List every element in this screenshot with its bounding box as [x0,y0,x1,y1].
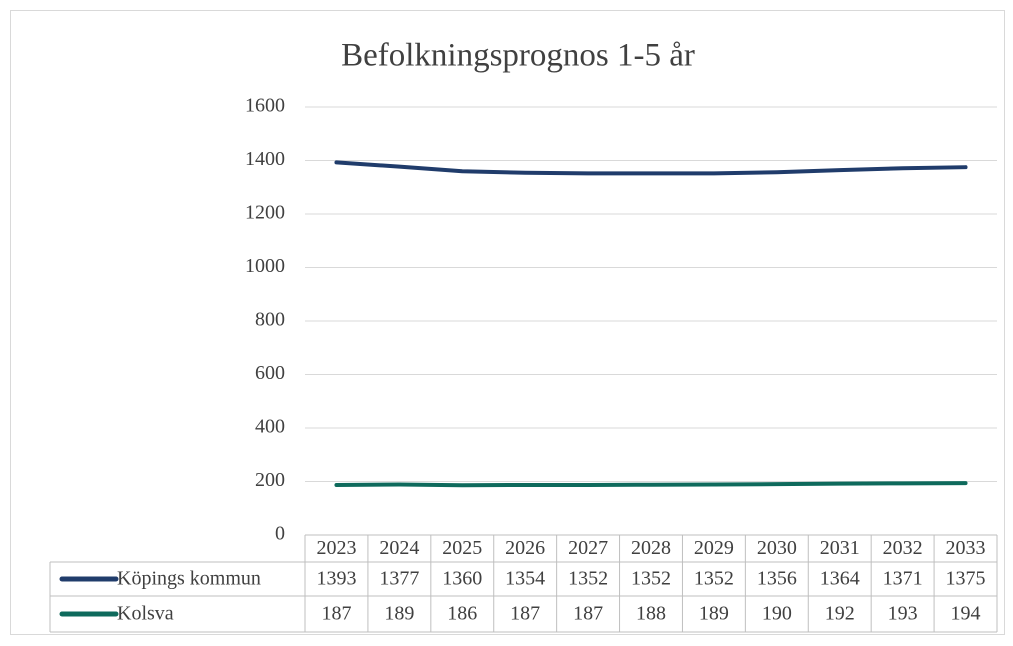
legend-label: Kolsva [117,603,174,625]
y-tick-label: 1400 [245,148,285,170]
table-value: 1360 [442,568,482,590]
table-value: 192 [825,603,855,625]
legend-label: Köpings kommun [117,568,261,590]
table-value: 189 [384,603,414,625]
chart-title: Befolkningsprognos 1-5 år [341,38,695,74]
y-tick-label: 800 [255,309,285,331]
x-tick-label: 2026 [505,537,545,559]
table-value: 1352 [568,568,608,590]
table-value: 1375 [946,568,986,590]
table-value: 189 [699,603,729,625]
x-tick-label: 2031 [820,537,860,559]
table-value: 187 [510,603,540,625]
table-value: 193 [888,603,918,625]
series-line [334,481,968,488]
table-value: 1352 [631,568,671,590]
x-tick-label: 2028 [631,537,671,559]
y-tick-label: 0 [275,523,285,545]
table-value: 194 [951,603,981,625]
table-value: 188 [636,603,666,625]
y-tick-label: 200 [255,469,285,491]
table-value: 190 [762,603,792,625]
table-value: 187 [573,603,603,625]
y-tick-label: 1600 [245,95,285,117]
y-tick-label: 400 [255,416,285,438]
x-tick-label: 2029 [694,537,734,559]
y-tick-label: 600 [255,362,285,384]
table-value: 1354 [505,568,545,590]
y-tick-label: 1200 [245,202,285,224]
x-tick-label: 2024 [379,537,419,559]
table-value: 1364 [820,568,860,590]
y-tick-label: 1000 [245,255,285,277]
table-value: 1377 [379,568,419,590]
chart-frame [10,10,1005,635]
x-tick-label: 2033 [946,537,986,559]
x-tick-label: 2023 [316,537,356,559]
x-tick-label: 2027 [568,537,608,559]
x-tick-label: 2030 [757,537,797,559]
series-line [334,160,968,176]
x-tick-label: 2032 [883,537,923,559]
table-value: 1356 [757,568,797,590]
x-tick-label: 2025 [442,537,482,559]
table-value: 187 [321,603,351,625]
table-value: 1352 [694,568,734,590]
table-value: 186 [447,603,477,625]
table-value: 1371 [883,568,923,590]
table-value: 1393 [316,568,356,590]
